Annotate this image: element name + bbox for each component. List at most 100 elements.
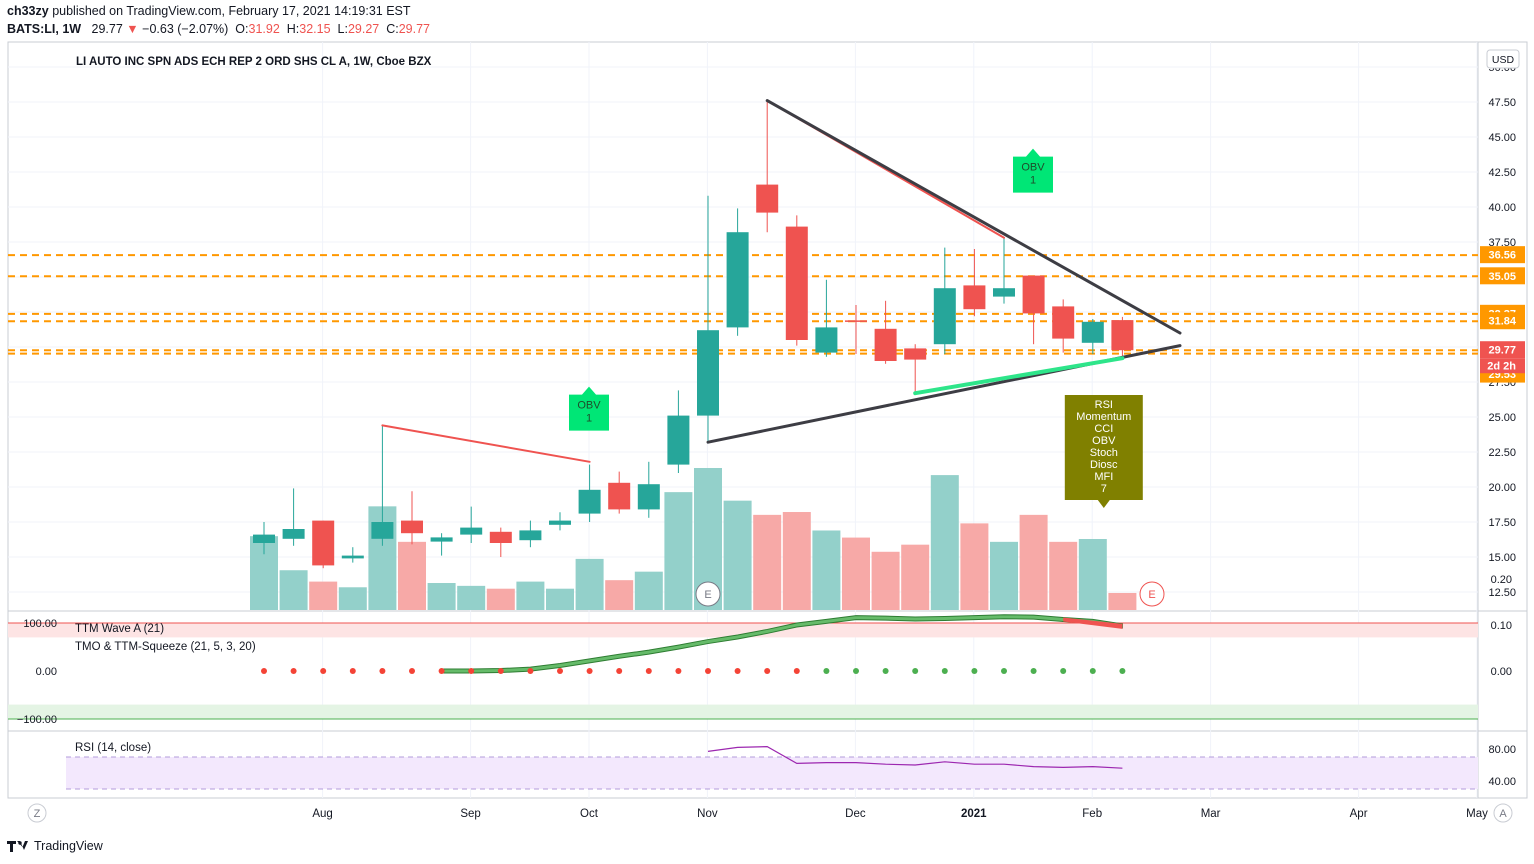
x-tick-label: Aug [312,808,332,820]
volume-bar [398,541,426,610]
price-level-tag-text: 29.77 [1488,345,1516,357]
left-axis-label: 0.00 [36,666,57,678]
auto-scale-left-button[interactable] [27,803,47,823]
volume-bar [901,544,930,610]
divergence-label: 7 [1101,483,1107,495]
earnings-marker-icon[interactable] [695,581,721,607]
candle-body[interactable] [993,288,1015,297]
symbol-label: BATS:LI, 1W [7,22,82,36]
candle-body[interactable] [1052,306,1075,339]
candle-body[interactable] [460,527,483,535]
trendline[interactable] [765,99,1182,335]
candle-body[interactable] [1022,275,1045,314]
rsi-axis-label: 80.00 [1488,744,1516,756]
candle-body[interactable] [933,288,956,345]
volume-bar [812,530,841,610]
left-axis-label: 100.00 [23,618,57,630]
candle-body[interactable] [489,531,512,543]
trendline[interactable] [381,424,591,463]
squeeze-dot [645,668,652,674]
publisher-name: ch33zy [7,4,49,18]
footer-brand[interactable]: TradingView [6,836,103,856]
candle-body[interactable] [874,328,897,361]
y-tick-label: 12.50 [1488,587,1516,599]
candle-body[interactable] [578,489,601,514]
candle-body[interactable] [371,522,394,539]
volume-bar [1019,514,1048,610]
volume-bar [723,500,752,610]
squeeze-dot [734,668,741,674]
candle-body[interactable] [1081,321,1104,343]
candle-body[interactable] [904,348,927,360]
candle-body[interactable] [519,530,542,541]
volume-bar [457,585,486,610]
down-triangle-icon: ▼ [126,22,139,36]
divergence-label: Momentum [1076,411,1131,423]
candle-body[interactable] [963,285,986,310]
candle-body[interactable] [726,232,749,328]
currency-badge[interactable] [1486,49,1520,69]
candle-body[interactable] [1111,320,1134,351]
tradingview-logo-icon [7,841,28,852]
candle-body[interactable] [282,529,305,539]
volume-bar [842,537,870,610]
candle-body[interactable] [253,534,275,543]
squeeze-dot [971,668,978,674]
auto-scale-right-label: A [1499,808,1507,820]
x-tick-label: 2021 [961,808,987,820]
candle-body[interactable] [430,537,453,542]
signal-count: 1 [586,413,592,425]
squeeze-dot [468,668,475,674]
squeeze-dot [616,668,623,674]
candle-body[interactable] [815,327,838,353]
ttm-wave-title: TTM Wave A (21) [75,623,164,635]
y-tick-label: 45.00 [1488,132,1516,144]
candle-body[interactable] [697,330,719,416]
x-tick-label: Feb [1082,808,1102,820]
volume-bar [930,475,959,610]
earnings-marker-icon[interactable] [1139,581,1165,607]
x-tick-label: Oct [580,808,599,820]
open-label: O: [235,22,249,36]
auto-scale-right-button[interactable] [1493,803,1513,823]
candle-body[interactable] [312,520,335,566]
squeeze-dot [882,668,889,674]
candle-body[interactable] [401,520,423,534]
candle-body[interactable] [608,482,631,510]
price-level-tag [1480,341,1525,359]
candle-body[interactable] [845,320,867,322]
candle-body[interactable] [637,484,660,510]
squeeze-dot [261,668,267,674]
divergence-box [1064,395,1143,508]
squeeze-dot [793,668,800,674]
chart-title: LI AUTO INC SPN ADS ECH REP 2 ORD SHS CL… [76,56,432,68]
candle-body[interactable] [756,184,779,213]
close-value: 29.77 [398,22,430,36]
squeeze-dot [320,668,327,674]
y-tick-label: 40.00 [1488,202,1516,214]
candle-body[interactable] [341,555,364,559]
earnings-marker-label: E [704,589,711,601]
volume-bar [664,492,693,610]
trendline[interactable] [913,356,1125,396]
squeeze-dot [1001,668,1007,674]
auto-scale-left-label: Z [34,808,41,820]
x-tick-label: May [1466,808,1488,820]
y-tick-label: 15.00 [1488,552,1516,564]
squeeze-dot [853,668,859,674]
x-tick-label: Mar [1201,808,1221,820]
candle-body[interactable] [549,520,571,525]
divergence-label: RSI [1095,399,1113,411]
left-axis-label: −100.00 [17,714,57,726]
price-level-tag [1480,246,1525,264]
candle-body[interactable] [667,415,690,465]
squeeze-dot [764,668,771,674]
high-value: 32.15 [299,22,331,36]
y-tick-label: 22.50 [1488,447,1516,459]
volume-bar [960,523,989,610]
volume-bar [871,551,900,610]
oversold-zone [8,704,1478,719]
candle-body[interactable] [785,226,808,340]
y-tick-label: 25.00 [1488,412,1516,424]
